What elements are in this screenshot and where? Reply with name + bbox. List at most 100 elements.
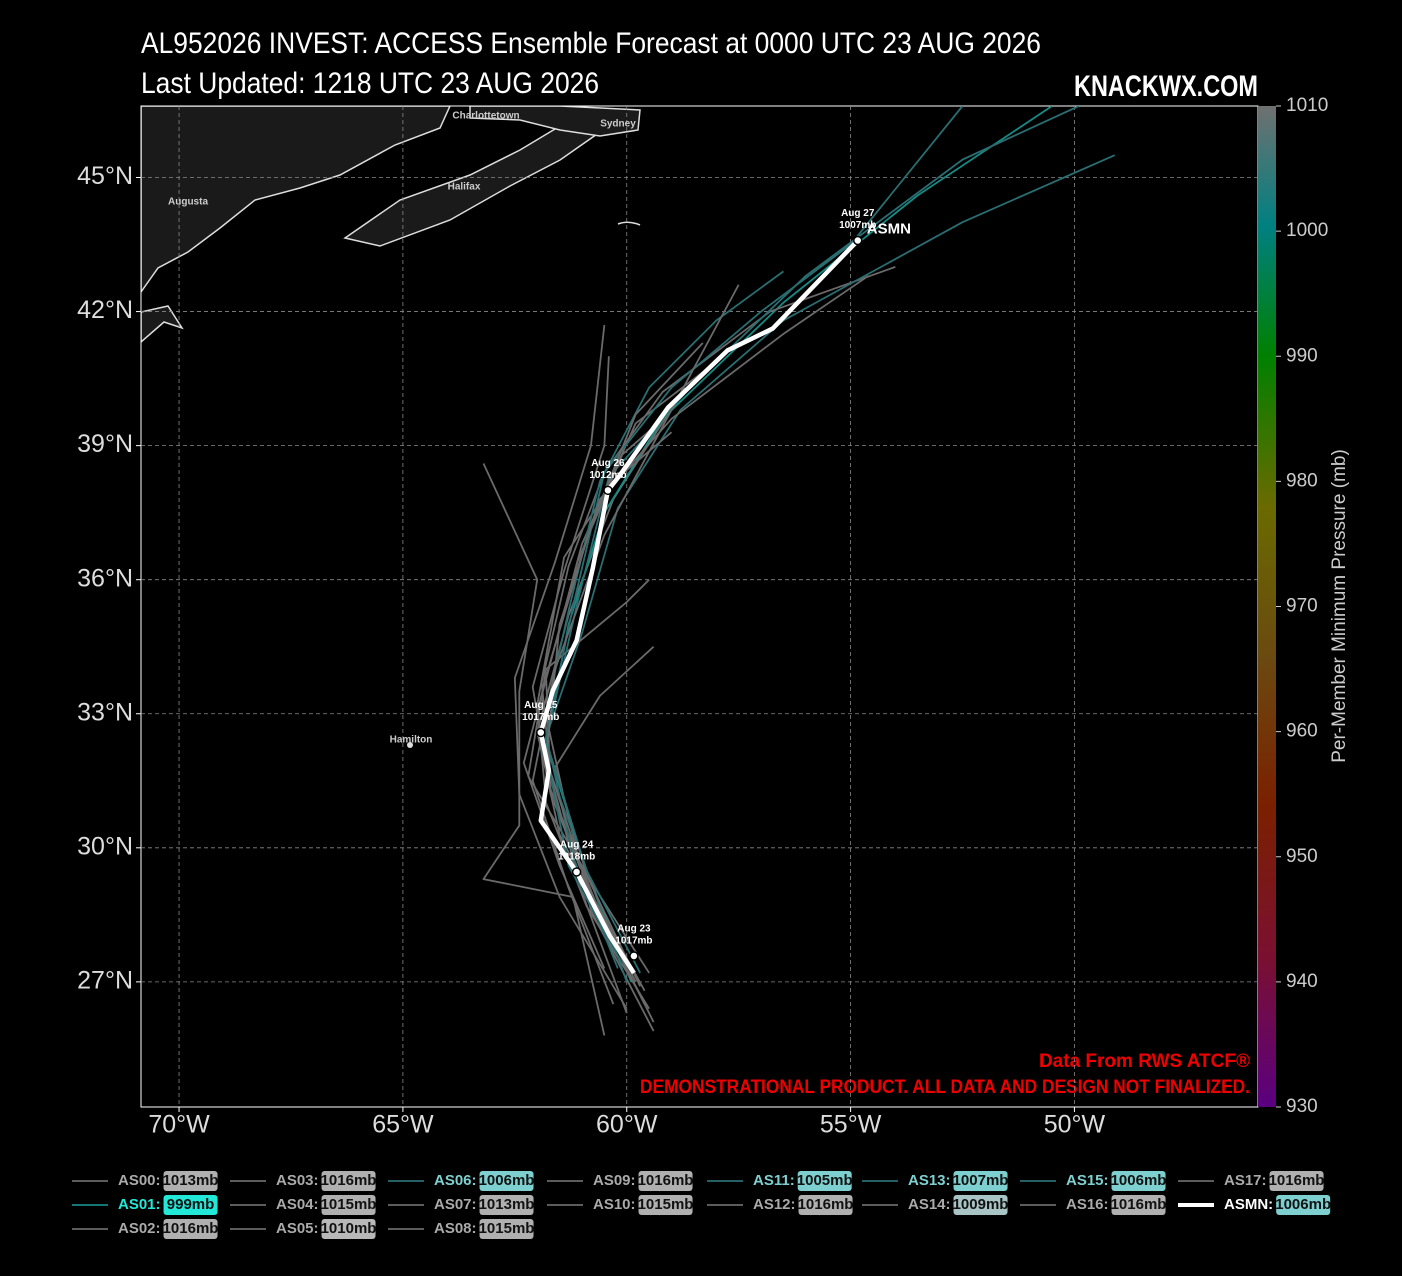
colorbar-tick-label: 990: [1286, 345, 1318, 366]
colorbar-tick-label: 950: [1286, 846, 1318, 867]
legend-badge: [638, 1171, 693, 1191]
legend-badge: [321, 1195, 376, 1215]
colorbar-tick-label: 970: [1286, 596, 1318, 617]
legend-name: AS11:: [753, 1172, 795, 1189]
coastline: [141, 106, 451, 294]
legend-pressure: 1005mb: [797, 1172, 853, 1189]
mean-track: [538, 238, 860, 975]
member-track: [513, 324, 628, 1010]
member-track: [522, 342, 704, 969]
x-tick-label: 65°W: [372, 1111, 434, 1139]
legend-pressure: 1006mb: [479, 1172, 535, 1189]
x-tick-label: 55°W: [820, 1111, 882, 1139]
city-label: Sydney: [600, 119, 636, 130]
legend-name: AS15:: [1066, 1172, 1109, 1189]
city-label: Hamilton: [390, 735, 433, 746]
legend-pressure: 1013mb: [163, 1172, 219, 1189]
colorbar-tick-label: 1000: [1286, 220, 1328, 241]
day-marker: [629, 951, 639, 961]
legend-pressure: 1009mb: [953, 1196, 1009, 1213]
legend-pressure: 1006mb: [1111, 1172, 1167, 1189]
colorbar-tick-label: 930: [1286, 1096, 1318, 1117]
legend-badge: [1276, 1195, 1331, 1215]
colorbar-tick-label: 1010: [1286, 95, 1328, 116]
city-label: Halifax: [448, 182, 481, 193]
legend-pressure: 999mb: [167, 1196, 215, 1213]
legend-name: AS00:: [118, 1172, 161, 1189]
legend-pressure: 1016mb: [321, 1172, 377, 1189]
y-tick-label: 27°N: [77, 966, 133, 994]
member-track: [527, 579, 650, 987]
colorbar-tick-label: 940: [1286, 971, 1318, 992]
day-marker: [603, 485, 613, 496]
day-date: Aug 23: [617, 924, 651, 935]
day-pressure: 1007mb: [839, 220, 876, 231]
colorbar-tick-label: 960: [1286, 721, 1318, 742]
y-tick-label: 45°N: [77, 162, 133, 190]
colorbar: [1258, 106, 1276, 1107]
y-tick-label: 39°N: [77, 430, 133, 458]
city-label: Charlottetown: [452, 111, 519, 122]
legend-name: AS12:: [753, 1196, 796, 1213]
legend-name: AS17:: [1224, 1172, 1267, 1189]
legend-badge: [1111, 1171, 1166, 1191]
legend-name: AS04:: [276, 1196, 319, 1213]
legend-name: AS16:: [1066, 1196, 1109, 1213]
legend-pressure: 1006mb: [1275, 1196, 1331, 1213]
island: [407, 742, 413, 748]
x-tick-label: 70°W: [148, 1111, 210, 1139]
legend-name: ASMN:: [1224, 1196, 1273, 1213]
map: [141, 106, 641, 748]
legend-badge: [321, 1171, 376, 1191]
legend-badge: [479, 1195, 534, 1215]
legend-pressure: 1016mb: [638, 1172, 694, 1189]
title: AL952026 INVEST: ACCESS Ensemble Forecas…: [141, 27, 1041, 60]
legend-badge: [321, 1219, 376, 1239]
coastline: [141, 305, 184, 343]
day-pressure: 1017mb: [522, 712, 559, 723]
day-pressure: 1018mb: [558, 852, 595, 863]
legend-badge: [953, 1171, 1008, 1191]
day-marker: [536, 727, 546, 738]
day-marker: [571, 867, 582, 877]
legend-name: AS05:: [276, 1220, 319, 1237]
y-tick-label: 36°N: [77, 564, 133, 592]
coastline: [617, 221, 641, 226]
legend-pressure: 1010mb: [321, 1220, 377, 1237]
day-date: Aug 24: [560, 840, 594, 851]
day-date: Aug 27: [841, 208, 875, 219]
legend-badge: [798, 1195, 853, 1215]
legend-badge: [953, 1195, 1008, 1215]
legend-name: AS01:: [118, 1196, 161, 1213]
disclaimer: DEMONSTRATIONAL PRODUCT. ALL DATA AND DE…: [640, 1077, 1250, 1098]
legend-badge: [797, 1171, 852, 1191]
colorbar-label: Per-Member Minimum Pressure (mb): [1329, 449, 1350, 763]
day-date: Aug 26: [591, 458, 625, 469]
x-tick-label: 60°W: [596, 1111, 658, 1139]
legend-badge: [163, 1171, 218, 1191]
legend-name: AS02:: [118, 1220, 161, 1237]
colorbar-tick-label: 980: [1286, 470, 1318, 491]
city-label: Augusta: [168, 197, 208, 208]
legend-name: AS09:: [593, 1172, 636, 1189]
mean-label: ASMN: [867, 220, 911, 237]
legend-badge: [1111, 1195, 1166, 1215]
legend-pressure: 1016mb: [798, 1196, 854, 1213]
tracks: [482, 106, 1116, 1036]
legend-badge: [163, 1195, 218, 1215]
y-tick-label: 42°N: [77, 296, 133, 324]
legend-name: AS14:: [908, 1196, 951, 1213]
y-tick-label: 33°N: [77, 698, 133, 726]
legend-pressure: 1016mb: [1269, 1172, 1325, 1189]
legend-badge: [479, 1171, 534, 1191]
day-pressure: 1017mb: [615, 936, 652, 947]
legend-badge: [638, 1195, 693, 1215]
legend-pressure: 1015mb: [321, 1196, 377, 1213]
legend-pressure: 1007mb: [953, 1172, 1009, 1189]
day-date: Aug 25: [524, 700, 558, 711]
legend-pressure: 1013mb: [479, 1196, 535, 1213]
legend-pressure: 1015mb: [479, 1220, 535, 1237]
x-tick-label: 50°W: [1044, 1111, 1106, 1139]
